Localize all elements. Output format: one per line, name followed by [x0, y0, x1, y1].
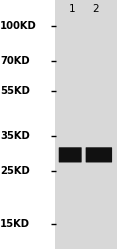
Text: 35KD: 35KD	[0, 131, 30, 141]
Text: 15KD: 15KD	[0, 219, 30, 229]
Text: 55KD: 55KD	[0, 86, 30, 96]
Bar	[55, 0, 117, 249]
FancyBboxPatch shape	[59, 147, 82, 163]
Text: 25KD: 25KD	[0, 166, 30, 176]
FancyBboxPatch shape	[86, 147, 112, 163]
Text: 70KD: 70KD	[0, 56, 30, 66]
Text: 1: 1	[69, 4, 75, 14]
Text: 2: 2	[93, 4, 99, 14]
Text: 100KD: 100KD	[0, 21, 37, 31]
